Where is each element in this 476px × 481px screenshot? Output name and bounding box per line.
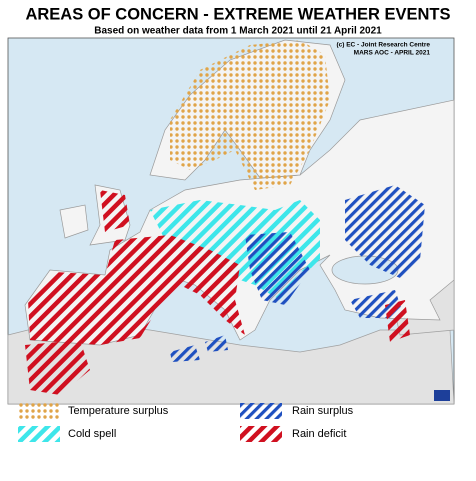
legend-label: Cold spell (68, 428, 116, 440)
subtitle: Based on weather data from 1 March 2021 … (94, 26, 382, 37)
rain-surplus-balkans (245, 232, 310, 305)
ireland (59, 204, 89, 239)
credit: MARS AOC - APRIL 2021 (354, 50, 431, 57)
map: (c) EC - Joint Research Centre MARS AOC … (7, 37, 455, 405)
rain-deficit-levant (385, 300, 410, 342)
eu-flag (434, 390, 450, 401)
credit: (c) EC - Joint Research Centre (336, 42, 430, 49)
legend-swatch (240, 426, 282, 442)
legend-label: Rain deficit (292, 428, 346, 440)
legend-swatch (18, 403, 60, 419)
rain-deficit-britain (100, 190, 130, 232)
legend-swatch (240, 403, 282, 419)
rain-surplus-africa (170, 335, 228, 362)
rain-deficit-southwest (28, 235, 245, 345)
legend-label: Temperature surplus (68, 405, 169, 417)
rain-deficit-morocco (25, 340, 90, 395)
title: AREAS OF CONCERN - EXTREME WEATHER EVENT… (25, 5, 450, 23)
temperature-surplus-area (170, 40, 330, 190)
rain-surplus-russia (345, 185, 425, 278)
legend-swatch (18, 426, 60, 442)
legend-label: Rain surplus (292, 405, 354, 417)
legend: Temperature surplus Rain surplus Cold sp… (18, 403, 354, 442)
